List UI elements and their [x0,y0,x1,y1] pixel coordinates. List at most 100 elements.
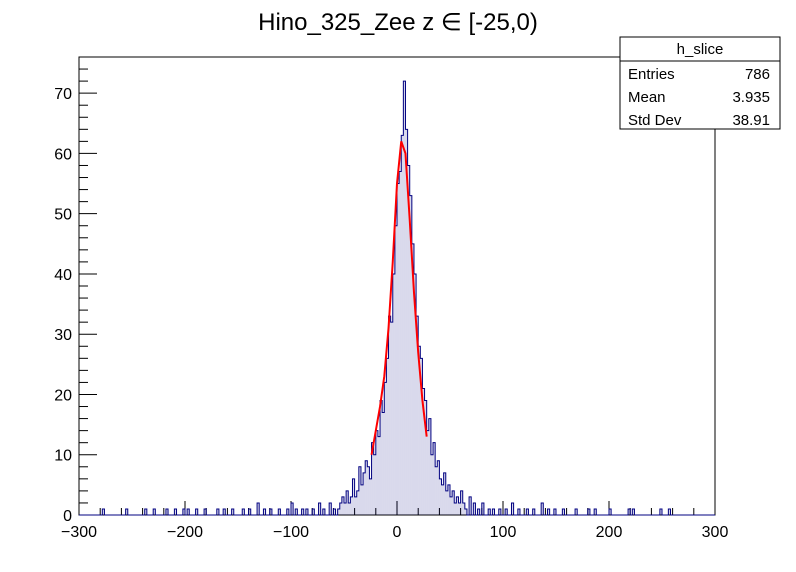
histogram-bin [447,484,450,515]
x-tick-label: −300 [61,524,97,541]
histogram-bin [305,508,308,515]
histogram-bin [422,388,425,515]
histogram-bin [416,316,419,515]
x-tick-label: 200 [596,524,623,541]
histogram-bin [477,508,480,515]
histogram-bin [492,508,495,515]
x-tick-label: 100 [490,524,517,541]
histogram-bin [609,508,612,515]
stats-title: h_slice [677,41,724,58]
histogram-bin [153,508,156,515]
histogram-bin [403,81,406,516]
histogram-bin [337,508,340,515]
histogram-bin [182,508,185,515]
histogram-bin [125,508,128,515]
histogram-bin [144,508,147,515]
histogram-bin [373,454,376,515]
histogram-bin [165,508,169,515]
x-tick-label: −200 [167,524,203,541]
histogram-bin [356,490,359,515]
histogram-bin [450,496,453,515]
histogram-bin [401,135,404,515]
histogram-bin [350,496,353,515]
histogram-bin [399,171,402,515]
histogram-bin [397,183,400,516]
histogram-bin [458,502,461,515]
histogram-bin [469,496,472,515]
histogram-bin [371,442,374,515]
histogram-bin [628,508,631,515]
histogram-bin [339,502,342,515]
histogram-bin [532,508,535,515]
y-tick-label: 10 [54,448,72,465]
x-tick-label: −100 [273,524,309,541]
histogram-bin [390,322,393,515]
stats-value-stddev: 38.91 [732,112,770,129]
histogram-bin [409,195,412,515]
histogram-bin [553,508,556,515]
histogram-bins [102,81,671,516]
histogram-bin [333,508,336,515]
histogram-bin [187,508,190,515]
histogram-bin [405,129,408,515]
histogram-bin [511,502,514,515]
y-tick-label: 0 [63,508,72,525]
histogram-bin [443,472,446,515]
histogram-bin [594,508,597,515]
histogram-bin [286,508,289,515]
y-axis: 0 10 20 30 40 50 60 70 [54,56,97,525]
chart-title: Hino_325_Zee z ∈ [-25,0) [258,9,538,36]
histogram-bin [437,460,440,515]
stats-value-entries: 786 [745,66,770,83]
stats-label-stddev: Std Dev [628,112,682,129]
histogram-bin [394,225,397,515]
histogram-bin [231,508,234,515]
histogram-bin [452,490,455,515]
histogram-bin [354,496,357,515]
histogram-bin [460,490,463,515]
histogram-bin [587,508,590,515]
histogram-bin [418,346,421,515]
histogram-bin [369,478,372,515]
histogram-bin [384,382,387,515]
histogram-bin [424,400,427,515]
y-tick-label: 50 [54,207,72,224]
histogram-bin [547,508,550,515]
x-axis: −300 −200 −100 0 100 200 300 [61,501,728,541]
x-tick-label: 0 [393,524,402,541]
histogram-bin [322,508,325,515]
histogram-bin [102,508,105,515]
histogram-bin [257,502,260,515]
histogram-bin [312,508,315,515]
histogram-bin [375,430,378,515]
histogram-bin [344,502,347,515]
histogram-bin [659,508,662,515]
histogram-bin [454,502,457,515]
histogram-outline [79,80,715,516]
histogram-bin [295,508,298,515]
histogram-bin [382,412,385,515]
histogram-bin [426,430,429,515]
histogram-bin [242,508,245,515]
stats-label-entries: Entries [628,66,675,83]
histogram-bin [464,508,467,515]
histogram-bin [541,502,544,515]
histogram-bin [388,316,391,515]
histogram-bin [363,472,366,515]
stats-value-mean: 3.935 [732,89,770,106]
histogram-bin [456,496,459,515]
histogram-bin [498,508,501,515]
histogram-bin [632,508,635,515]
stats-label-mean: Mean [628,89,666,106]
histogram-bin [411,243,414,515]
histogram-bin [346,490,349,515]
histogram-bin [341,496,344,515]
histogram-bin [386,358,389,515]
histogram-bin [318,502,321,515]
histogram-bin [223,508,226,515]
histogram-bin [407,165,410,515]
histogram-bin [263,508,266,515]
histogram-bin [435,466,438,515]
histogram-bin [428,418,431,515]
histogram-bin [367,466,370,515]
